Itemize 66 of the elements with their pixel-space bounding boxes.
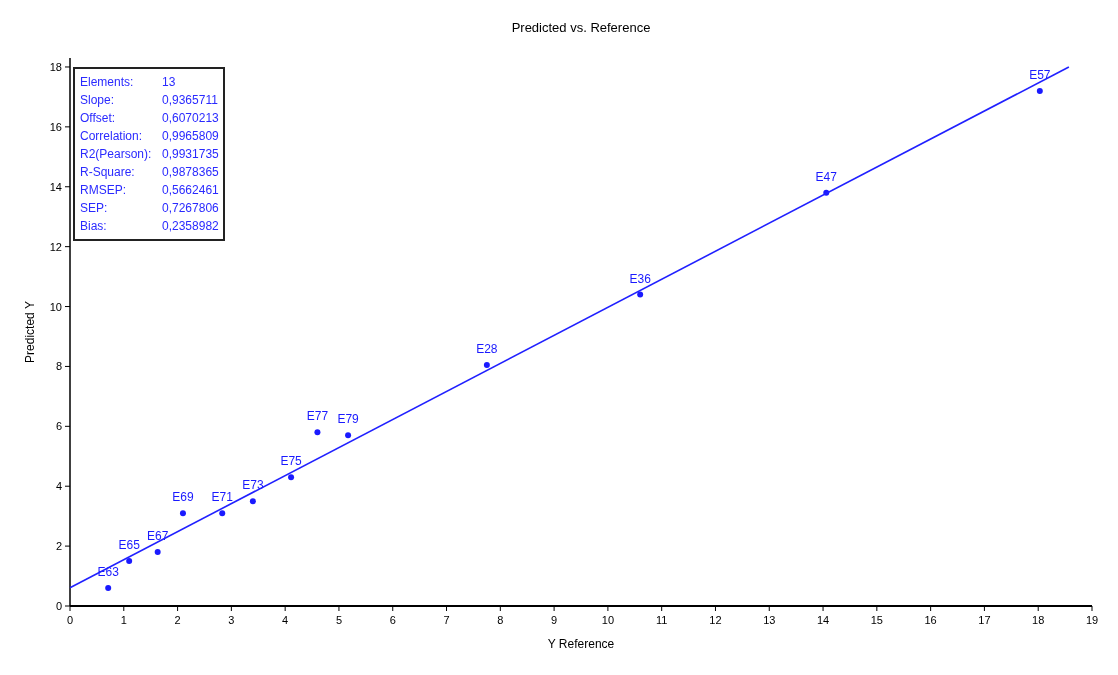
x-tick-label: 15 (870, 614, 883, 626)
text: SEP: 0,7267806 (80, 201, 219, 215)
annotation: R2(Pearson): 0,9931735 (80, 147, 220, 161)
x-tick-label: 19 (1085, 614, 1099, 626)
x-axis-title: Y Reference (547, 637, 615, 651)
data-label: E67 (147, 529, 169, 544)
x-tick-label: 8 (497, 614, 504, 626)
text: RMSEP: 0,5662461 (80, 183, 219, 197)
point (345, 432, 352, 439)
text: Slope: 0,9365711 (80, 93, 218, 107)
data-label: E77 (306, 409, 329, 424)
x-tick-label: 13 (763, 614, 776, 626)
x-tick-label: 1 (120, 614, 127, 626)
x-tick-label: 2 (174, 614, 181, 626)
chart-title: Predicted vs. Reference (511, 20, 651, 35)
text: R-Square: 0,9878365 (80, 165, 219, 179)
data-label: E75 (280, 454, 303, 469)
point (483, 361, 490, 368)
x-tick-label: 12 (709, 614, 722, 626)
x-tick-label: 18 (1032, 614, 1045, 626)
y-tick-label: 4 (55, 480, 62, 493)
data-label: E69 (172, 490, 194, 505)
x-tick-label: 9 (551, 614, 558, 626)
y-tick-label: 12 (49, 240, 62, 253)
y-tick-label: 10 (49, 300, 62, 313)
data-label: E79 (337, 412, 360, 427)
y-tick-label: 16 (49, 120, 62, 133)
data-label: E36 (629, 271, 652, 286)
x-tick-label: 5 (335, 614, 343, 626)
y-tick-label: 18 (49, 60, 62, 73)
data-label: E28 (476, 341, 498, 356)
x-tick-label: 6 (389, 614, 396, 626)
x-tick-label: 10 (601, 614, 615, 626)
x-tick-label: 4 (282, 614, 289, 626)
point (179, 510, 186, 517)
x-tick-label: 7 (443, 614, 450, 626)
point (288, 474, 295, 481)
text: Correlation: 0,9965809 (80, 129, 219, 143)
point (314, 429, 321, 436)
point (637, 291, 644, 298)
x-tick-label: 16 (924, 614, 937, 626)
data-label: E73 (242, 478, 264, 493)
point (126, 558, 133, 565)
y-tick-label: 6 (55, 420, 62, 433)
data-label: E65 (118, 538, 141, 553)
point (154, 549, 161, 556)
point (105, 585, 112, 592)
point (249, 498, 256, 505)
y-tick-label: 14 (49, 180, 62, 193)
data-label: E71 (211, 490, 234, 505)
x-tick-label: 11 (655, 614, 668, 626)
text: Offset: 0,6070213 (80, 111, 219, 125)
y-tick-label: 2 (55, 540, 62, 553)
y-axis-title: Predicted Y (23, 301, 37, 363)
data-label: E47 (815, 169, 838, 184)
x-tick-label: 3 (228, 614, 235, 626)
y-tick-label: 8 (55, 360, 62, 373)
point (219, 510, 226, 517)
data-label: E57 (1029, 67, 1051, 82)
point (1036, 87, 1043, 94)
x-tick-label: 0 (66, 614, 74, 626)
x-tick-label: 17 (978, 614, 991, 626)
y-tick-label: 0 (55, 600, 62, 612)
text: Elements: 13 (80, 75, 176, 89)
x-tick-label: 14 (816, 614, 830, 626)
text: Bias: 0,2358982 (80, 219, 219, 233)
